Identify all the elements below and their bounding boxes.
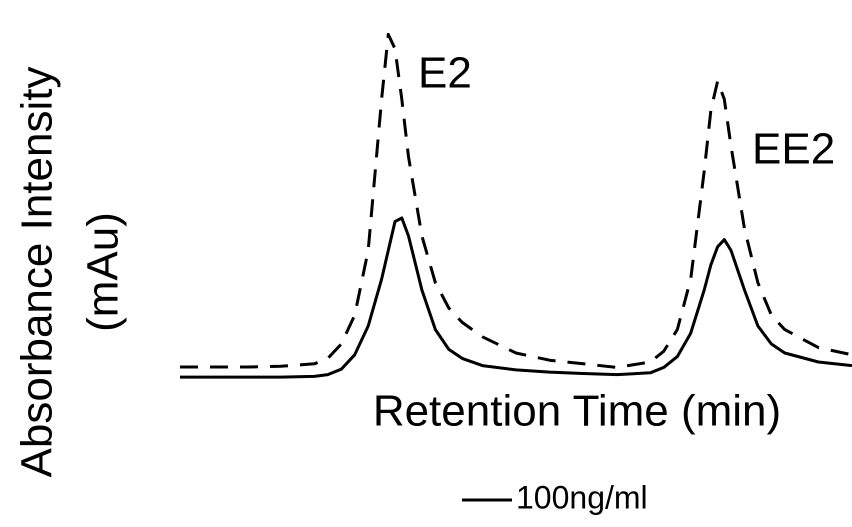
line-series [180,32,852,369]
x-axis-label: Retention Time (min) [373,387,781,436]
legend-label: 100ng/ml [516,479,648,515]
annotation: EE2 [752,125,835,174]
y-axis-label: Absorbance Intensity [13,67,62,478]
line-series [180,216,852,379]
y-axis-label: (mAu) [79,212,128,332]
annotation: E2 [418,49,472,98]
